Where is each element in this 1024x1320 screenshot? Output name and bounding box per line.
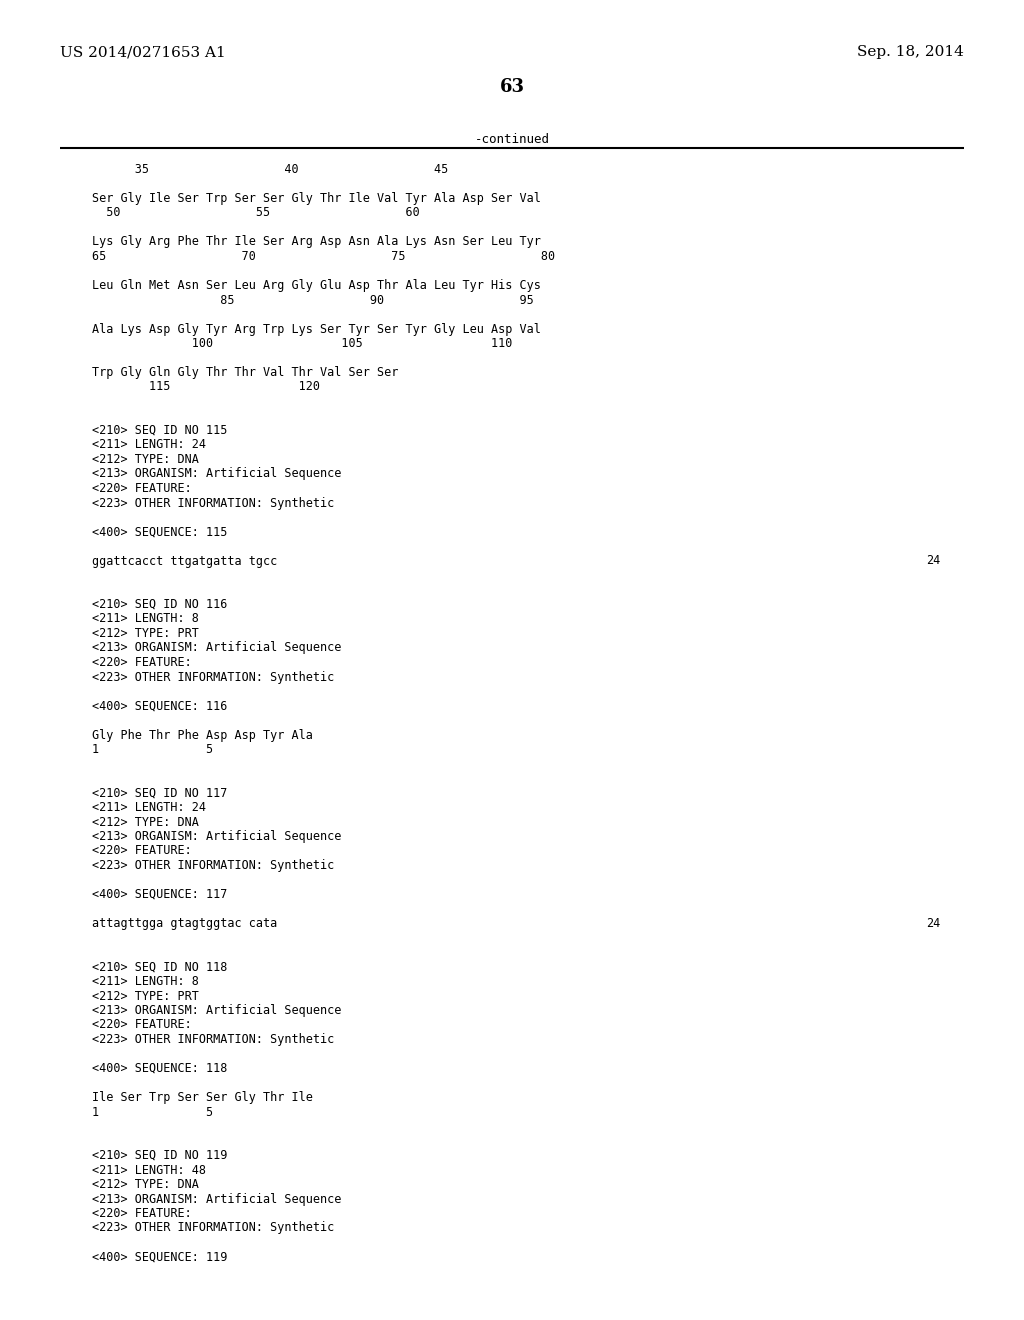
- Text: <210> SEQ ID NO 118: <210> SEQ ID NO 118: [92, 961, 227, 974]
- Text: Lys Gly Arg Phe Thr Ile Ser Arg Asp Asn Ala Lys Asn Ser Leu Tyr: Lys Gly Arg Phe Thr Ile Ser Arg Asp Asn …: [92, 235, 541, 248]
- Text: ggattcacct ttgatgatta tgcc: ggattcacct ttgatgatta tgcc: [92, 554, 278, 568]
- Text: <220> FEATURE:: <220> FEATURE:: [92, 1206, 191, 1220]
- Text: <213> ORGANISM: Artificial Sequence: <213> ORGANISM: Artificial Sequence: [92, 642, 342, 655]
- Text: 115                  120: 115 120: [92, 380, 321, 393]
- Text: <212> TYPE: PRT: <212> TYPE: PRT: [92, 627, 199, 640]
- Text: <213> ORGANISM: Artificial Sequence: <213> ORGANISM: Artificial Sequence: [92, 1005, 342, 1016]
- Text: Ser Gly Ile Ser Trp Ser Ser Gly Thr Ile Val Tyr Ala Asp Ser Val: Ser Gly Ile Ser Trp Ser Ser Gly Thr Ile …: [92, 191, 541, 205]
- Text: <400> SEQUENCE: 117: <400> SEQUENCE: 117: [92, 888, 227, 902]
- Text: Trp Gly Gln Gly Thr Thr Val Thr Val Ser Ser: Trp Gly Gln Gly Thr Thr Val Thr Val Ser …: [92, 366, 398, 379]
- Text: <211> LENGTH: 48: <211> LENGTH: 48: [92, 1163, 206, 1176]
- Text: 1               5: 1 5: [92, 1106, 213, 1118]
- Text: <211> LENGTH: 24: <211> LENGTH: 24: [92, 801, 206, 814]
- Text: -continued: -continued: [474, 133, 550, 147]
- Text: <210> SEQ ID NO 116: <210> SEQ ID NO 116: [92, 598, 227, 611]
- Text: <220> FEATURE:: <220> FEATURE:: [92, 845, 191, 858]
- Text: 24: 24: [926, 917, 940, 931]
- Text: <210> SEQ ID NO 119: <210> SEQ ID NO 119: [92, 1148, 227, 1162]
- Text: 100                  105                  110: 100 105 110: [92, 337, 513, 350]
- Text: <212> TYPE: DNA: <212> TYPE: DNA: [92, 816, 199, 829]
- Text: Gly Phe Thr Phe Asp Asp Tyr Ala: Gly Phe Thr Phe Asp Asp Tyr Ala: [92, 729, 313, 742]
- Text: <223> OTHER INFORMATION: Synthetic: <223> OTHER INFORMATION: Synthetic: [92, 671, 335, 684]
- Text: 24: 24: [926, 554, 940, 568]
- Text: 1               5: 1 5: [92, 743, 213, 756]
- Text: US 2014/0271653 A1: US 2014/0271653 A1: [60, 45, 225, 59]
- Text: 63: 63: [500, 78, 524, 96]
- Text: <212> TYPE: PRT: <212> TYPE: PRT: [92, 990, 199, 1002]
- Text: <211> LENGTH: 8: <211> LENGTH: 8: [92, 975, 199, 987]
- Text: <223> OTHER INFORMATION: Synthetic: <223> OTHER INFORMATION: Synthetic: [92, 859, 335, 873]
- Text: 65                   70                   75                   80: 65 70 75 80: [92, 249, 555, 263]
- Text: <211> LENGTH: 8: <211> LENGTH: 8: [92, 612, 199, 626]
- Text: <210> SEQ ID NO 115: <210> SEQ ID NO 115: [92, 424, 227, 437]
- Text: <400> SEQUENCE: 118: <400> SEQUENCE: 118: [92, 1063, 227, 1074]
- Text: <212> TYPE: DNA: <212> TYPE: DNA: [92, 1177, 199, 1191]
- Text: 50                   55                   60: 50 55 60: [92, 206, 420, 219]
- Text: <212> TYPE: DNA: <212> TYPE: DNA: [92, 453, 199, 466]
- Text: <213> ORGANISM: Artificial Sequence: <213> ORGANISM: Artificial Sequence: [92, 467, 342, 480]
- Text: <211> LENGTH: 24: <211> LENGTH: 24: [92, 438, 206, 451]
- Text: <400> SEQUENCE: 119: <400> SEQUENCE: 119: [92, 1250, 227, 1263]
- Text: <223> OTHER INFORMATION: Synthetic: <223> OTHER INFORMATION: Synthetic: [92, 1221, 335, 1234]
- Text: <223> OTHER INFORMATION: Synthetic: <223> OTHER INFORMATION: Synthetic: [92, 1034, 335, 1045]
- Text: Leu Gln Met Asn Ser Leu Arg Gly Glu Asp Thr Ala Leu Tyr His Cys: Leu Gln Met Asn Ser Leu Arg Gly Glu Asp …: [92, 279, 541, 292]
- Text: <213> ORGANISM: Artificial Sequence: <213> ORGANISM: Artificial Sequence: [92, 1192, 342, 1205]
- Text: <210> SEQ ID NO 117: <210> SEQ ID NO 117: [92, 787, 227, 800]
- Text: <220> FEATURE:: <220> FEATURE:: [92, 1019, 191, 1031]
- Text: <213> ORGANISM: Artificial Sequence: <213> ORGANISM: Artificial Sequence: [92, 830, 342, 843]
- Text: Ala Lys Asp Gly Tyr Arg Trp Lys Ser Tyr Ser Tyr Gly Leu Asp Val: Ala Lys Asp Gly Tyr Arg Trp Lys Ser Tyr …: [92, 322, 541, 335]
- Text: <223> OTHER INFORMATION: Synthetic: <223> OTHER INFORMATION: Synthetic: [92, 496, 335, 510]
- Text: Ile Ser Trp Ser Ser Gly Thr Ile: Ile Ser Trp Ser Ser Gly Thr Ile: [92, 1092, 313, 1104]
- Text: <400> SEQUENCE: 116: <400> SEQUENCE: 116: [92, 700, 227, 713]
- Text: <400> SEQUENCE: 115: <400> SEQUENCE: 115: [92, 525, 227, 539]
- Text: Sep. 18, 2014: Sep. 18, 2014: [857, 45, 964, 59]
- Text: 35                   40                   45: 35 40 45: [92, 162, 449, 176]
- Text: <220> FEATURE:: <220> FEATURE:: [92, 482, 191, 495]
- Text: 85                   90                   95: 85 90 95: [92, 293, 534, 306]
- Text: attagttgga gtagtggtac cata: attagttgga gtagtggtac cata: [92, 917, 278, 931]
- Text: <220> FEATURE:: <220> FEATURE:: [92, 656, 191, 669]
